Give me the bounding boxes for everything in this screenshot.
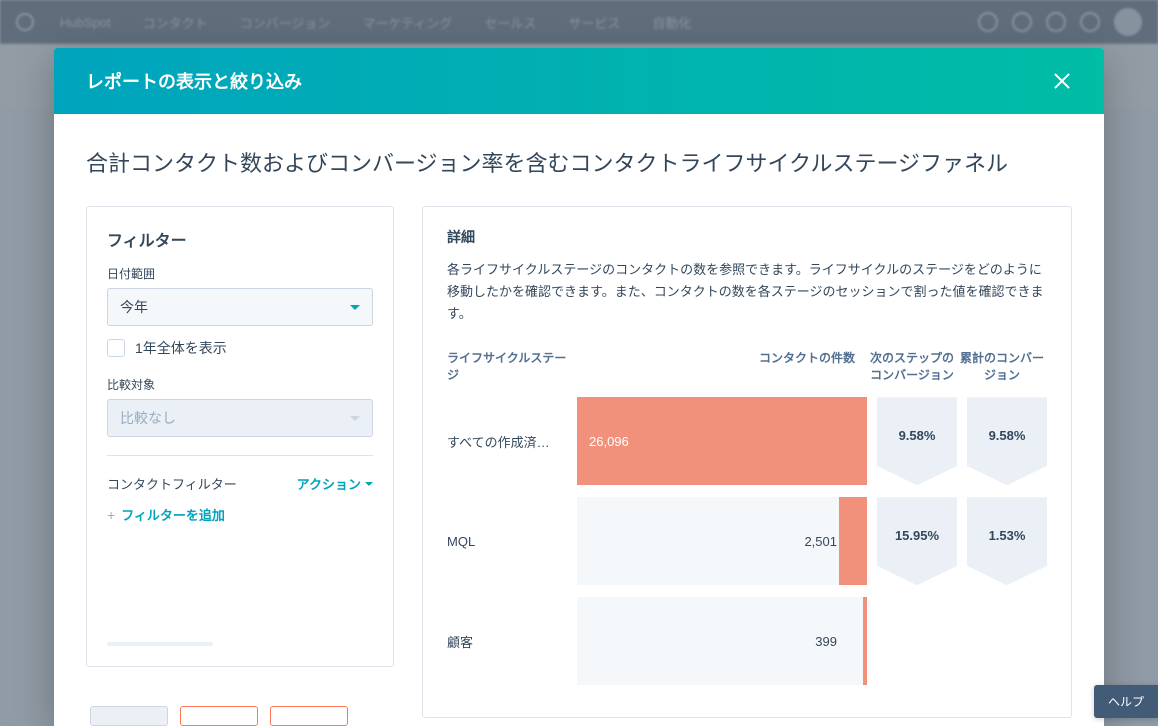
funnel-rows: すべての作成済…26,096 9.58%9.58% MQL2,501 15.95%1.… [447, 397, 1047, 685]
modal-header: レポートの表示と絞り込み [54, 48, 1104, 114]
bar-cell: 399 [577, 597, 867, 685]
col-cumulative-header: 累計のコンバージョン [957, 349, 1047, 383]
funnel-row: MQL2,501 15.95%1.53% [447, 497, 1047, 585]
details-description: 各ライフサイクルステージのコンタクトの数を参照できます。ライフサイクルのステージ… [447, 259, 1047, 325]
stage-label: MQL [447, 497, 577, 585]
chevron-down-icon [365, 482, 373, 486]
col-next-header: 次のステップのコンバージョン [867, 349, 957, 383]
conversion-chevron: 15.95% [877, 497, 957, 585]
col-stage-header: ライフサイクルステージ [447, 349, 577, 383]
footer-button[interactable] [180, 706, 258, 726]
col-count-header: コンタクトの件数 [577, 349, 867, 383]
bar-value: 2,501 [577, 534, 867, 549]
chevron-down-icon [350, 416, 360, 421]
conversion-chevron: 9.58% [877, 397, 957, 485]
footer-button[interactable] [270, 706, 348, 726]
report-title: 合計コンタクト数およびコンバージョン率を含むコンタクトライフサイクルステージファ… [86, 146, 1072, 178]
compare-select: 比較なし [107, 399, 373, 437]
filters-heading: フィルター [107, 227, 373, 251]
compare-value: 比較なし [120, 408, 176, 428]
footer-button[interactable] [90, 706, 168, 726]
chevron-down-icon [350, 305, 360, 310]
funnel-header: ライフサイクルステージ コンタクトの件数 次のステップのコンバージョン 累計のコ… [447, 349, 1047, 383]
next-conversion-cell: 15.95% [867, 497, 957, 585]
contact-filter-label: コンタクトフィルター [107, 474, 237, 493]
next-conversion-cell: 9.58% [867, 397, 957, 485]
stage-label: すべての作成済… [447, 397, 577, 485]
details-panel: 詳細 各ライフサイクルステージのコンタクトの数を参照できます。ライフサイクルのス… [422, 206, 1072, 718]
date-range-select[interactable]: 今年 [107, 288, 373, 326]
scrollbar[interactable] [107, 642, 213, 646]
funnel-row: 顧客399 [447, 597, 1047, 685]
modal-title: レポートの表示と絞り込み [86, 68, 302, 94]
filters-panel: フィルター 日付範囲 今年 1年全体を表示 比較対象 比較なし コン [86, 206, 394, 667]
modal-body: 合計コンタクト数およびコンバージョン率を含むコンタクトライフサイクルステージファ… [54, 114, 1104, 726]
report-modal: レポートの表示と絞り込み 合計コンタクト数およびコンバージョン率を含むコンタクト… [54, 48, 1104, 726]
funnel-row: すべての作成済…26,096 9.58%9.58% [447, 397, 1047, 485]
plus-icon: + [107, 507, 115, 523]
bar-cell: 2,501 [577, 497, 867, 585]
action-dropdown[interactable]: アクション [297, 474, 373, 493]
date-range-value: 今年 [120, 297, 148, 317]
modal-footer-buttons [90, 706, 348, 726]
stage-label: 顧客 [447, 597, 577, 685]
cumulative-conversion-cell: 9.58% [957, 397, 1047, 485]
next-conversion-cell [867, 597, 957, 685]
show-full-year-checkbox[interactable] [107, 339, 125, 357]
conversion-chevron: 9.58% [967, 397, 1047, 485]
bar-value: 26,096 [577, 434, 867, 449]
compare-label: 比較対象 [107, 376, 373, 393]
details-heading: 詳細 [447, 227, 1047, 247]
cumulative-conversion-cell [957, 597, 1047, 685]
add-filter-button[interactable]: + フィルターを追加 [107, 505, 373, 524]
help-button[interactable]: ヘルプ [1094, 685, 1158, 718]
divider [107, 455, 373, 456]
bar-value: 399 [577, 634, 867, 649]
close-icon[interactable] [1052, 71, 1072, 91]
show-full-year-label: 1年全体を表示 [135, 338, 227, 358]
bar-cell: 26,096 [577, 397, 867, 485]
date-range-label: 日付範囲 [107, 265, 373, 282]
cumulative-conversion-cell: 1.53% [957, 497, 1047, 585]
conversion-chevron: 1.53% [967, 497, 1047, 585]
